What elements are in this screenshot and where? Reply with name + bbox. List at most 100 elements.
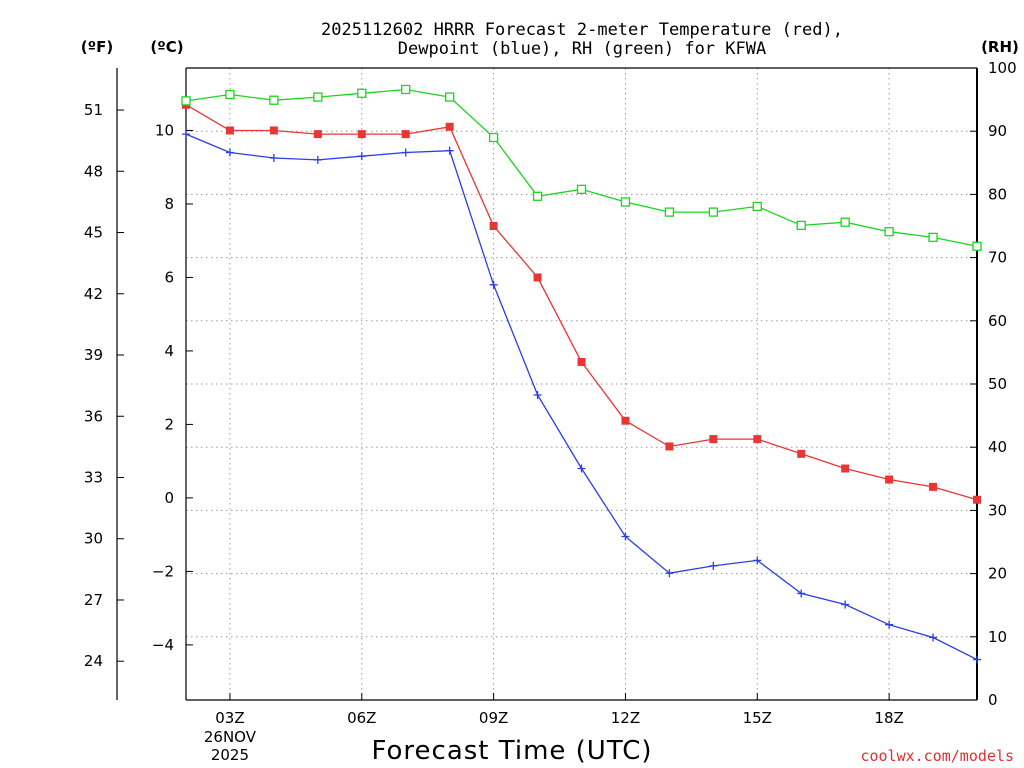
dewpoint-point-7	[489, 280, 498, 289]
rh-tick-label-20: 20	[988, 565, 1007, 583]
dewpoint-point-0	[182, 130, 190, 139]
rh-point-7	[488, 132, 499, 143]
rh-point-6	[445, 92, 455, 102]
chart-title-line1: 2025112602 HRRR Forecast 2-meter Tempera…	[321, 20, 843, 40]
rh-point-12	[708, 207, 718, 217]
x-axis-label: Forecast Time (UTC)	[371, 736, 652, 766]
temperature-point-2	[269, 126, 278, 135]
rh-point-10	[620, 197, 631, 207]
rh-tick-label-80: 80	[988, 185, 1007, 203]
c-tick-label--2: −2	[152, 562, 174, 580]
x-tick-date: 26NOV	[204, 728, 257, 746]
dewpoint-point-4	[357, 152, 366, 161]
chart-title-line2: Dewpoint (blue), RH (green) for KFWA	[398, 39, 766, 59]
f-tick-label-36: 36	[84, 407, 103, 425]
credit-text: coolwx.com/models	[860, 747, 1014, 765]
rh-tick-label-40: 40	[988, 438, 1007, 456]
dewpoint-point-17	[929, 633, 938, 642]
temperature-point-11	[665, 442, 674, 451]
rh-point-8	[532, 191, 543, 201]
celsius-unit-label: (ºC)	[150, 38, 183, 56]
axes	[116, 67, 978, 701]
dewpoint-point-12	[709, 561, 718, 570]
x-tick-label-18Z: 18Z	[874, 709, 903, 727]
c-tick-label-10: 10	[155, 121, 174, 139]
temperature-point-5	[401, 130, 410, 139]
rh-point-3	[313, 92, 323, 102]
rh-line	[185, 88, 978, 247]
x-tick-label-06Z: 06Z	[347, 709, 376, 727]
dewpoint-point-5	[401, 148, 410, 157]
rh-point-0	[181, 96, 191, 106]
f-tick-label-39: 39	[84, 346, 103, 364]
rh-tick-label-30: 30	[988, 501, 1007, 519]
rh-tick-label-10: 10	[988, 628, 1007, 646]
f-tick-label-42: 42	[84, 285, 103, 303]
dewpoint-point-1	[225, 148, 234, 157]
f-tick-label-27: 27	[84, 591, 103, 609]
dewpoint-point-11	[665, 569, 674, 578]
dewpoint-point-18	[973, 655, 981, 664]
rh-point-4	[357, 88, 367, 98]
temperature-point-4	[357, 130, 366, 139]
f-tick-label-33: 33	[84, 468, 103, 486]
rh-unit-label: (RH)	[981, 38, 1019, 56]
temperature-point-17	[929, 482, 938, 491]
rh-point-17	[928, 232, 938, 243]
f-tick-label-51: 51	[84, 101, 103, 119]
dewpoint-point-14	[797, 589, 806, 598]
temperature-point-10	[621, 416, 630, 425]
gridlines	[186, 68, 977, 700]
c-tick-label-6: 6	[164, 268, 174, 286]
fahrenheit-unit-label: (ºF)	[81, 38, 113, 56]
dewpoint-point-16	[885, 620, 894, 629]
c-tick-label--4: −4	[152, 636, 174, 654]
temperature-point-7	[489, 222, 498, 230]
dewpoint-series	[182, 130, 981, 664]
temperature-line	[185, 104, 978, 501]
rh-point-18	[972, 241, 982, 251]
c-tick-label-8: 8	[164, 195, 174, 213]
temperature-point-18	[973, 495, 981, 504]
c-tick-label-0: 0	[164, 489, 174, 507]
temperature-point-1	[225, 126, 234, 135]
tick-labels: 24273033363942454851−4−20246810010203040…	[84, 59, 1017, 764]
rh-point-5	[401, 84, 411, 95]
x-tick-label-09Z: 09Z	[479, 709, 508, 727]
c-tick-label-2: 2	[164, 415, 174, 433]
temperature-point-6	[445, 122, 454, 131]
rh-point-1	[225, 89, 235, 100]
rh-tick-label-100: 100	[988, 59, 1017, 77]
x-tick-label-12Z: 12Z	[611, 709, 640, 727]
temperature-point-15	[841, 464, 850, 473]
rh-tick-label-0: 0	[988, 691, 998, 709]
f-tick-label-45: 45	[84, 224, 103, 242]
x-tick-label-03Z: 03Z	[215, 709, 244, 727]
dewpoint-point-15	[841, 600, 850, 609]
f-tick-label-24: 24	[84, 652, 103, 670]
dewpoint-point-3	[313, 155, 322, 164]
rh-series	[181, 84, 982, 251]
temperature-point-13	[753, 435, 762, 444]
dewpoint-point-6	[445, 146, 454, 155]
dewpoint-line	[185, 133, 978, 661]
dewpoint-point-9	[577, 464, 586, 473]
temperature-series	[182, 100, 981, 504]
temperature-point-12	[709, 435, 718, 444]
rh-point-2	[269, 95, 279, 105]
x-tick-year: 2025	[211, 746, 249, 764]
dewpoint-point-8	[533, 391, 542, 400]
rh-point-9	[576, 184, 587, 194]
temperature-point-14	[797, 449, 806, 458]
temperature-point-16	[885, 475, 894, 484]
dewpoint-point-10	[621, 532, 630, 541]
dewpoint-point-13	[753, 556, 762, 565]
rh-point-15	[840, 217, 850, 227]
rh-tick-label-50: 50	[988, 375, 1007, 393]
rh-tick-label-70: 70	[988, 249, 1007, 267]
dewpoint-point-2	[269, 154, 278, 163]
rh-tick-label-90: 90	[988, 122, 1007, 140]
rh-point-16	[884, 227, 894, 237]
f-tick-label-30: 30	[84, 530, 103, 548]
